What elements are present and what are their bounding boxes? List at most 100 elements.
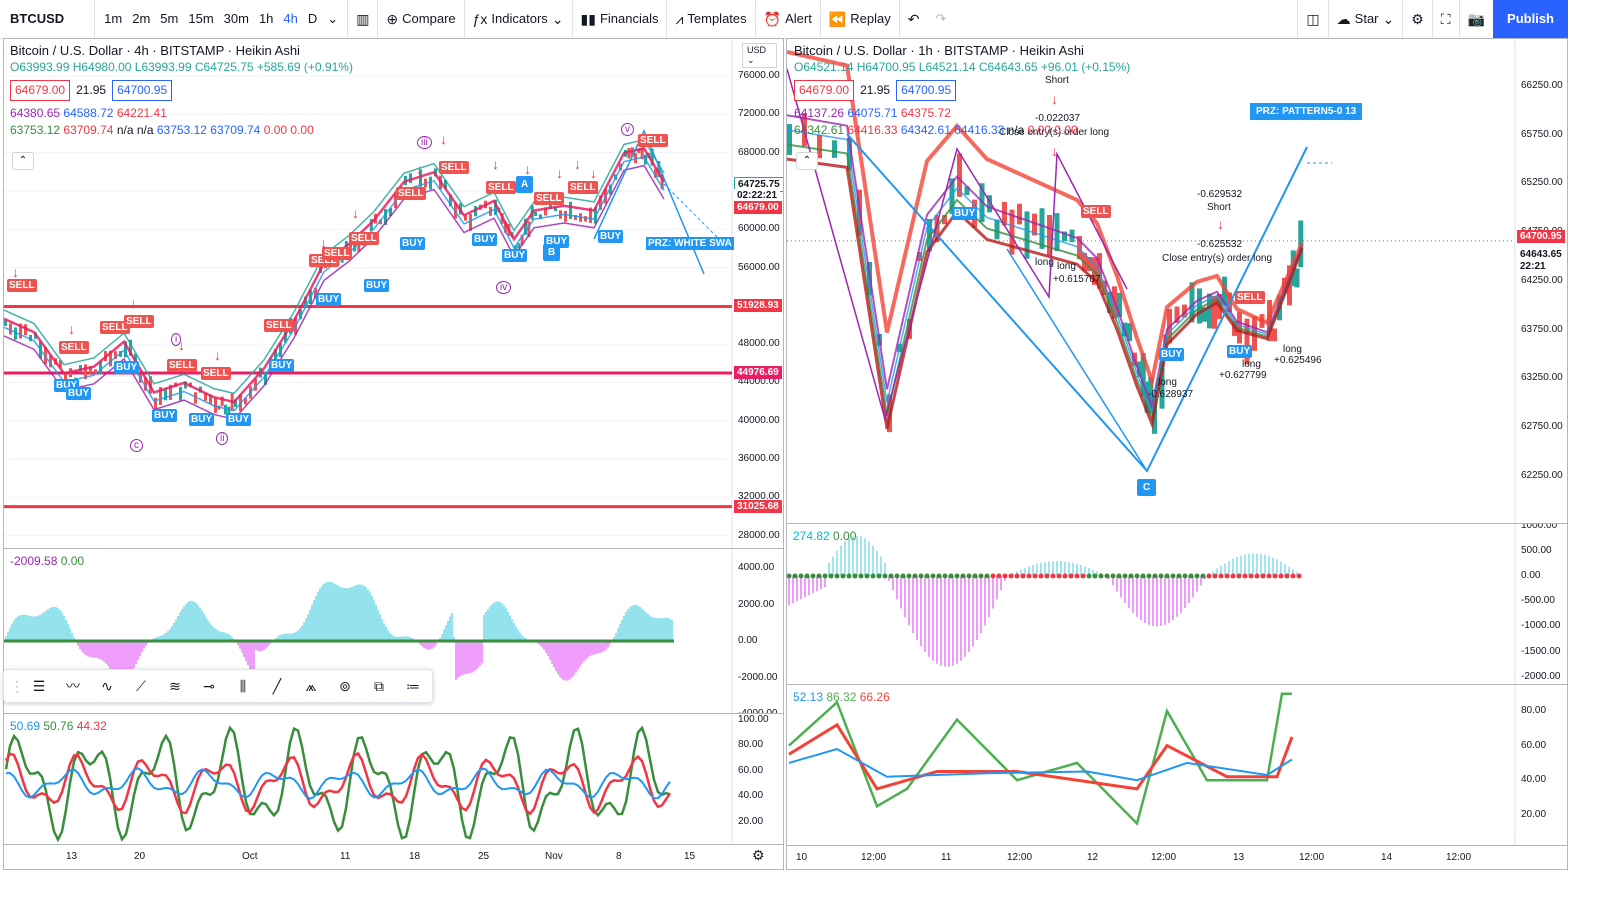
price-tick-label: 62250.00 <box>1521 469 1563 481</box>
candle <box>994 219 1000 240</box>
candle <box>534 211 537 216</box>
indicators-button[interactable]: ƒx Indicators ⌄ <box>463 0 572 38</box>
price-tick-label: 28000.00 <box>738 529 780 541</box>
sell-arrow-icon: ↓ <box>68 321 75 337</box>
rsi-legend: 50.69 50.76 44.32 <box>10 718 107 735</box>
timeframe-2m[interactable]: 2m <box>132 11 151 26</box>
xabcd-icon[interactable]: ⩕ <box>305 677 317 694</box>
ask-price[interactable]: 64700.95 <box>896 80 957 101</box>
time-tick-label: 12:00 <box>1299 852 1325 863</box>
candle <box>299 309 302 320</box>
bid-price[interactable]: 64679.00 <box>794 80 855 101</box>
fib-icon[interactable]: ≋ <box>169 677 181 694</box>
timeframe-4h[interactable]: 4h <box>283 11 298 26</box>
undo-button[interactable]: ↶ <box>898 0 928 38</box>
candle <box>179 386 182 401</box>
zero-dot <box>1200 573 1206 579</box>
point-c-label: C <box>1137 479 1157 496</box>
vertical-lines-icon[interactable]: ⫼ <box>239 677 247 694</box>
candle <box>1054 213 1060 252</box>
alert-button[interactable]: ⏰ Alert <box>754 0 820 38</box>
settings-sliders-icon[interactable]: ≔ <box>406 677 420 694</box>
candle <box>49 355 52 368</box>
star-button[interactable]: ☁ Star ⌄ <box>1327 0 1403 38</box>
indicators-label: Indicators <box>491 11 548 26</box>
zero-dot <box>1020 573 1026 579</box>
candle <box>1148 376 1154 414</box>
strategy-annotation: Short <box>1045 75 1069 86</box>
fullscreen-button[interactable]: ⛶ <box>1431 0 1459 38</box>
gear-icon[interactable]: ⚙ <box>752 847 765 863</box>
chevron-down-icon[interactable]: ⌄ <box>327 11 339 26</box>
right-time-axis[interactable]: 10 12:00 11 12:00 12 12:00 13 12:00 14 12:00 <box>786 845 1568 870</box>
collapse-legend-button[interactable]: ⌃ <box>796 152 818 170</box>
osc-tick-label: -500.00 <box>1521 595 1555 607</box>
r4-v4: n/a <box>1007 123 1025 137</box>
rsi-value-3: 66.26 <box>859 690 890 704</box>
right-price-pane[interactable]: 66250.0065750.0065250.0064750.0064250.00… <box>786 38 1568 524</box>
redo-button[interactable]: ↷ <box>927 0 954 38</box>
osc-tick-label: 4000.00 <box>738 562 775 573</box>
zero-dot <box>984 573 990 579</box>
zero-dot <box>876 573 882 579</box>
trend-line-icon[interactable]: ⟋ <box>136 677 146 694</box>
grip-icon[interactable]: ⋮ <box>10 677 24 694</box>
candle <box>1047 214 1052 256</box>
price-tick-label: 64250.00 <box>1521 274 1563 286</box>
osc-tick-label: 0.00 <box>1521 570 1541 581</box>
publish-button[interactable]: Publish <box>1493 0 1568 38</box>
snapshot-button[interactable]: 📷 <box>1458 0 1493 38</box>
timeframe-1h[interactable]: 1h <box>258 11 274 26</box>
price-tick-label: 66250.00 <box>1521 80 1563 91</box>
time-tick-label: 8 <box>616 851 622 862</box>
wave-label: c <box>130 439 143 452</box>
zero-dot <box>1128 573 1134 579</box>
timeframe-30m[interactable]: 30m <box>223 11 249 26</box>
left-rsi-pane[interactable]: 100.00 80.00 60.00 40.00 20.00 50.69 50.76 44… <box>3 713 784 845</box>
gear-icon: ⚙ <box>1411 11 1424 27</box>
timeframe-15m[interactable]: 15m <box>188 11 214 26</box>
timeframe-1m[interactable]: 1m <box>104 11 123 26</box>
chart-type-button[interactable]: ▥ <box>347 0 377 38</box>
symbol-search[interactable]: BTCUSD <box>0 0 96 38</box>
horizontal-lines-icon[interactable]: ☰ <box>32 677 46 694</box>
strategy-annotation: -0.629532 <box>1197 189 1243 200</box>
sell-signal-label: SELL <box>486 181 516 194</box>
abcd-pattern-icon[interactable]: 〰 <box>66 678 80 694</box>
spiral-icon[interactable]: ⊚ <box>339 677 351 694</box>
compare-button[interactable]: ⊕ Compare <box>377 0 463 38</box>
candle <box>1294 268 1300 288</box>
strategy-annotation: Short <box>1207 202 1231 213</box>
financials-button[interactable]: ▮▮ Financials <box>571 0 667 38</box>
strategy-annotation: -0.625532 <box>1197 239 1243 250</box>
candle <box>154 397 157 410</box>
left-time-axis[interactable]: 13 20 Oct 11 18 25 Nov 8 15 ⚙ <box>3 844 784 870</box>
templates-button[interactable]: ⩘ Templates <box>666 0 754 38</box>
settings-button[interactable]: ⚙ <box>1402 0 1432 38</box>
ask-price[interactable]: 64700.95 <box>112 80 173 101</box>
horizontal-ray-icon[interactable]: ⊸ <box>203 677 215 694</box>
zero-dot <box>1086 573 1092 579</box>
collapse-legend-button[interactable]: ⌃ <box>12 152 34 170</box>
timeframe-D[interactable]: D <box>307 11 318 26</box>
time-tick-label: Nov <box>545 851 563 862</box>
ma3-value: 64221.41 <box>116 106 167 120</box>
currency-select[interactable]: USD ⌄ <box>742 43 777 68</box>
strategy-annotation: +0.625496 <box>1274 355 1322 366</box>
buy-signal-label: BUY <box>472 233 498 246</box>
left-price-pane[interactable]: 76000.0072000.0068000.0064000.0060000.00… <box>3 38 784 549</box>
channel-icon[interactable]: ⧉ <box>374 677 384 694</box>
replay-button[interactable]: ⏪ Replay <box>819 0 899 38</box>
elliott-wave-icon[interactable]: ∿ <box>101 677 113 694</box>
candle <box>1077 236 1082 260</box>
strategy-annotation: -0.628937 <box>1148 389 1194 400</box>
right-oscillator-pane[interactable]: 1000.00 500.00 0.00 -500.00 -1000.00 -1500.00… <box>786 523 1568 685</box>
zero-dot <box>1176 573 1182 579</box>
right-rsi-pane[interactable]: 80.00 60.00 40.00 20.00 52.13 86.32 66.26 <box>786 684 1568 846</box>
layout-button[interactable]: ◫ <box>1297 0 1327 38</box>
line-tool-icon[interactable]: ╱ <box>272 677 282 694</box>
timeframe-5m[interactable]: 5m <box>160 11 179 26</box>
bid-price[interactable]: 64679.00 <box>10 80 71 101</box>
osc-tick-label: 500.00 <box>1521 544 1552 556</box>
templates-icon: ⩘ <box>675 11 684 27</box>
